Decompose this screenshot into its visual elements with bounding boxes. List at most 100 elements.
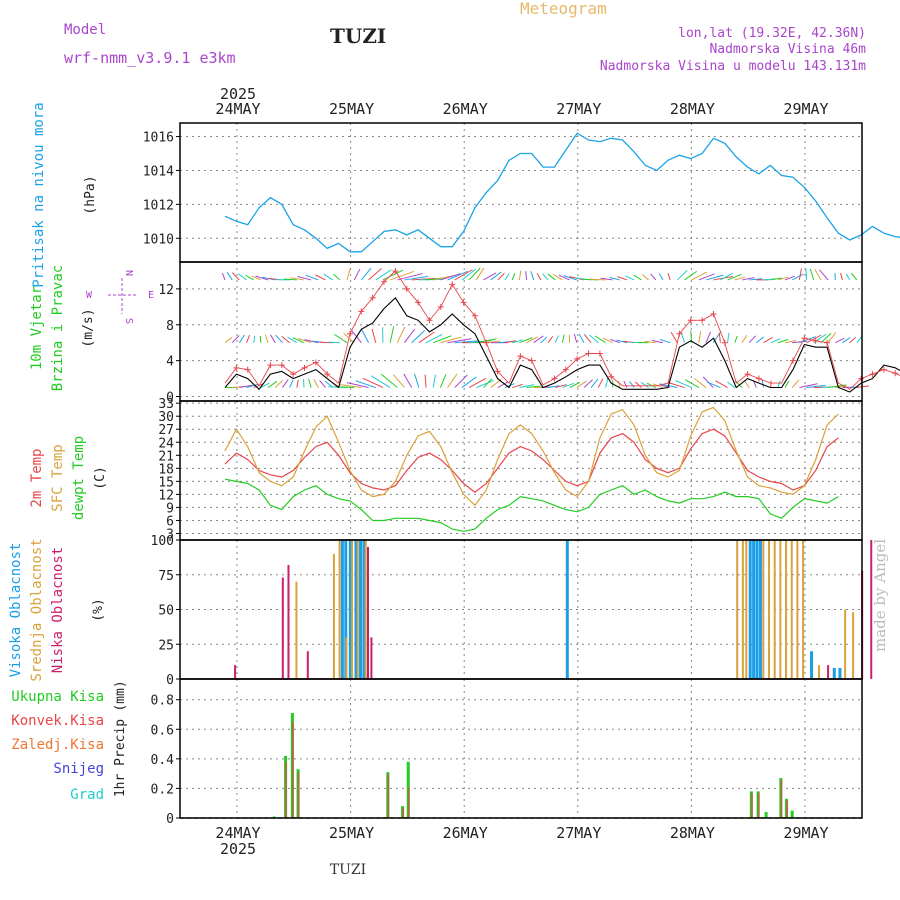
mid-cloud-bar bbox=[844, 609, 847, 679]
wind-arrow bbox=[355, 380, 376, 389]
top-day-labels: 24MAY 25MAY 26MAY 27MAY 28MAY 29MAY bbox=[215, 100, 828, 118]
wind-arrow bbox=[526, 336, 538, 344]
wind-arrow bbox=[389, 326, 395, 343]
wind-arrow bbox=[403, 373, 413, 388]
dewpt-ylabel: dewpt Temp bbox=[71, 436, 87, 520]
wind-arrow bbox=[578, 333, 585, 343]
wind-gust-marker bbox=[301, 364, 308, 371]
wind-arrow bbox=[440, 273, 461, 281]
wind-arrow bbox=[602, 337, 613, 344]
wind-arrow bbox=[475, 267, 485, 281]
wind-arrow bbox=[274, 380, 283, 388]
wind-arrow bbox=[425, 333, 443, 344]
bottom-day-labels: 24MAY 25MAY 26MAY 27MAY 28MAY 29MAY bbox=[215, 824, 828, 842]
wind-arrow bbox=[590, 378, 599, 388]
precip-ylabel: 1hr Precip bbox=[113, 719, 128, 797]
wind-arrow bbox=[289, 379, 294, 388]
panel-3-ytick-label-3: 75 bbox=[158, 569, 174, 584]
credit-watermark: made by Angel bbox=[871, 539, 889, 652]
compass-w: W bbox=[86, 290, 93, 301]
wind-arrow bbox=[562, 382, 575, 389]
wind-gust-marker bbox=[562, 366, 569, 373]
cloud-unit: (%) bbox=[91, 598, 106, 621]
top-year-label: 2025 bbox=[220, 85, 256, 103]
panel-4-ytick-label-3: 0.6 bbox=[151, 723, 174, 738]
wind-arrow bbox=[727, 273, 742, 281]
meteogram-title: Meteogram bbox=[520, 0, 607, 18]
wind-arrow bbox=[770, 277, 782, 281]
wind-compass: N S W E bbox=[86, 270, 154, 324]
wind-gust-marker bbox=[551, 375, 558, 382]
sfc-temp-ylabel: SFC Temp bbox=[50, 444, 66, 511]
wind-arrow bbox=[784, 339, 797, 344]
top-day-label-3: 27MAY bbox=[556, 100, 601, 118]
low-cloud-bar bbox=[827, 665, 830, 679]
wind-gust-marker bbox=[812, 337, 819, 344]
wind-gust-marker bbox=[278, 362, 285, 369]
wind-arrow bbox=[770, 380, 772, 388]
wind-gust-marker bbox=[721, 339, 728, 346]
legend-conv-rain: Konvek.Kisa bbox=[11, 713, 104, 729]
wind-arrow bbox=[583, 379, 593, 388]
panel-2-ytick-label-6: 21 bbox=[158, 449, 174, 464]
wind-arrow bbox=[323, 273, 333, 281]
wind-arrow bbox=[396, 326, 406, 343]
panel-2-ytick-label-7: 24 bbox=[158, 436, 174, 451]
wind-arrow bbox=[511, 272, 516, 281]
panel-2-grid bbox=[236, 401, 806, 540]
wind-arrow bbox=[552, 273, 563, 281]
wind-arrow bbox=[670, 331, 678, 343]
wind-arrow bbox=[629, 381, 635, 388]
wind-arrow bbox=[447, 338, 472, 344]
wind-arrow bbox=[685, 379, 700, 388]
wind-arrow bbox=[640, 382, 649, 388]
wind-arrow bbox=[270, 334, 276, 343]
dewpt-line bbox=[224, 478, 839, 532]
high-cloud-bar bbox=[758, 540, 762, 679]
panel-0-frame bbox=[179, 122, 863, 263]
wind-arrow bbox=[650, 273, 657, 281]
wind-gust-marker bbox=[880, 366, 887, 373]
wind-arrow bbox=[542, 273, 549, 281]
wind-arrow bbox=[589, 278, 606, 281]
wind-arrow bbox=[296, 379, 299, 388]
wind-arrow bbox=[371, 328, 377, 343]
wind-arrow bbox=[623, 380, 628, 388]
wind-arrow bbox=[558, 274, 570, 281]
legend-total-rain: Ukupna Kisa bbox=[11, 689, 104, 705]
wind-arrow bbox=[741, 277, 755, 281]
wind-arrow bbox=[497, 272, 505, 281]
mid-cloud-bar bbox=[779, 540, 782, 679]
wind-arrow bbox=[432, 374, 436, 388]
wind-arrow bbox=[641, 274, 649, 281]
panel-4-ytick-label-0: 0 bbox=[166, 812, 174, 827]
panel-3-grid bbox=[236, 540, 806, 679]
wind-arrow bbox=[251, 275, 262, 281]
wind-arrow bbox=[290, 277, 305, 281]
wind-arrow bbox=[319, 380, 326, 388]
wind-arrow bbox=[221, 272, 226, 281]
panel-1-yaxis: 0 4 8 12 bbox=[158, 283, 862, 406]
panel-0-ytick-label-2: 1014 bbox=[143, 164, 174, 179]
wind-arrow bbox=[644, 340, 656, 344]
lonlat-label: lon,lat (19.32E, 42.36N) bbox=[678, 26, 866, 41]
wind-arrow bbox=[308, 378, 312, 388]
panel-2-ytick-label-3: 12 bbox=[158, 488, 174, 503]
wind-gust-marker bbox=[312, 359, 319, 366]
wind-arrow bbox=[439, 374, 447, 388]
high-cloud-ylabel: Visoka Oblacnost bbox=[8, 543, 24, 678]
wind-gust-marker bbox=[449, 281, 456, 288]
mid-cloud-bar bbox=[796, 540, 799, 679]
conv-rain-bar bbox=[780, 779, 783, 818]
wind-arrow bbox=[497, 381, 508, 388]
wind-arrow bbox=[734, 335, 738, 343]
wind-arrow bbox=[275, 334, 283, 344]
wind-arrow bbox=[761, 380, 764, 388]
mid-cloud-bar bbox=[356, 540, 359, 679]
low-cloud-bar bbox=[306, 651, 309, 679]
top-day-label-1: 25MAY bbox=[329, 100, 374, 118]
wind-arrow bbox=[518, 270, 522, 281]
panel-0-ytick-label-3: 1016 bbox=[143, 131, 174, 146]
wind-arrow bbox=[715, 380, 728, 388]
